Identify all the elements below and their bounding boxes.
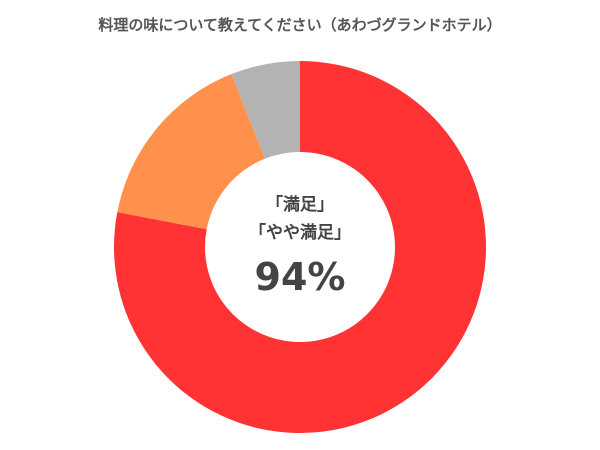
center-label-line1: 「満足」 bbox=[266, 195, 334, 215]
donut-slice-2 bbox=[231, 61, 300, 159]
center-label-line2: 「やや満足」 bbox=[249, 223, 351, 243]
chart-title: 料理の味について教えてください（あわづグランドホテル） bbox=[98, 16, 502, 34]
donut-slice-0 bbox=[114, 61, 486, 434]
donut-slice-1 bbox=[117, 74, 266, 230]
center-percentage: 94% bbox=[254, 255, 346, 299]
